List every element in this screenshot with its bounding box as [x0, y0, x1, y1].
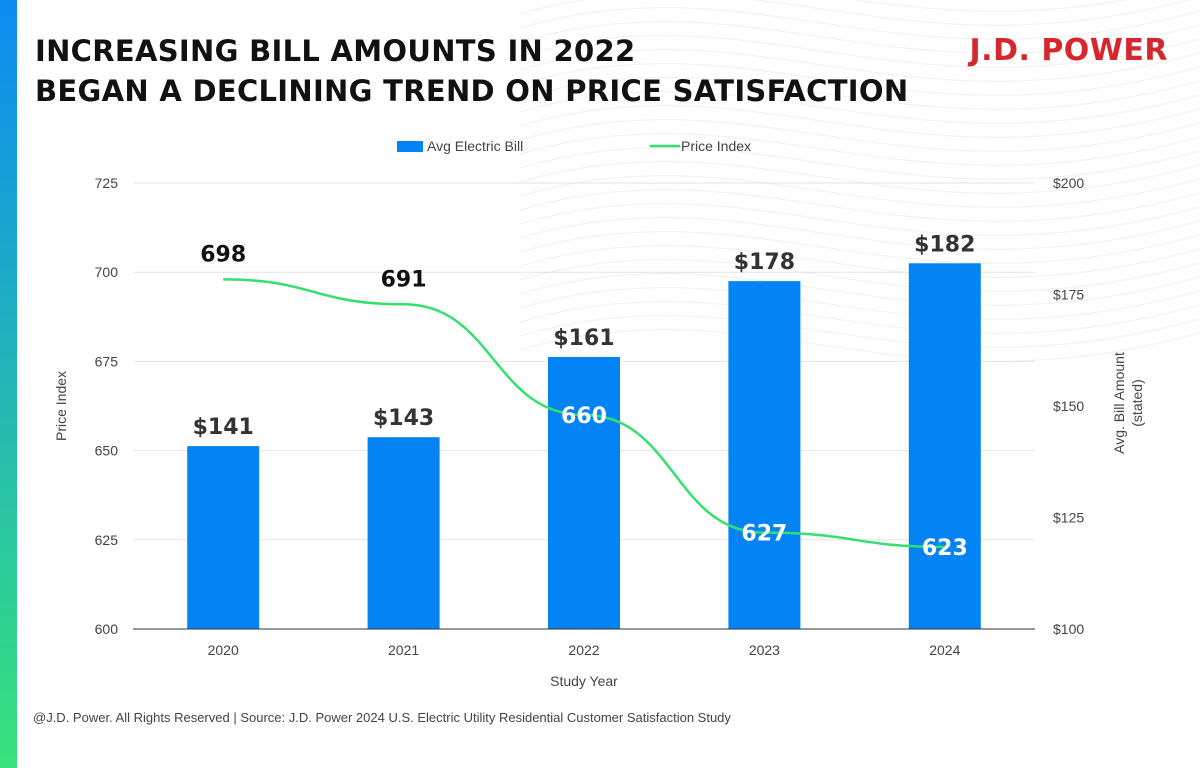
wave-line	[519, 301, 1200, 334]
left-tick-label: 625	[95, 532, 119, 548]
x-tick-label: 2024	[929, 642, 960, 658]
x-axis-title: Study Year	[550, 673, 618, 689]
accent-gradient-bar	[0, 0, 17, 768]
legend-label-price-index: Price Index	[681, 138, 751, 154]
data-labels: $141 $143 $161 $178 $182 698 691 660 627 623	[193, 232, 976, 561]
right-axis-title-line-2: (stated)	[1129, 379, 1145, 426]
line-series-price-index	[223, 278, 945, 549]
wave-line	[519, 287, 1200, 320]
wave-line	[519, 273, 1200, 306]
wave-line	[519, 0, 1190, 26]
line-value-label: 660	[561, 404, 607, 429]
bar	[367, 437, 440, 629]
wave-line	[520, 0, 1128, 12]
footer-source-note: @J.D. Power. All Rights Reserved | Sourc…	[33, 710, 731, 725]
wave-line	[519, 77, 1200, 110]
right-tick-label: $100	[1053, 621, 1084, 637]
bar	[728, 281, 801, 629]
line-value-label: 627	[741, 522, 787, 547]
wave-line	[519, 133, 1200, 166]
wave-line	[519, 91, 1200, 124]
axes: 600 625 650 675 700 725 $100 $125 $150 $175 $200 20…	[53, 175, 1145, 689]
x-tick-label: 2021	[388, 642, 419, 658]
x-tick-label: 2023	[749, 642, 780, 658]
wave-line	[519, 147, 1200, 180]
title-line-1: INCREASING BILL AMOUNTS IN 2022	[35, 34, 636, 68]
wave-line	[519, 203, 1200, 236]
left-tick-label: 675	[95, 353, 119, 369]
bar-value-label: $161	[553, 326, 614, 351]
left-axis-title: Price Index	[53, 371, 69, 441]
wave-line	[519, 259, 1200, 292]
right-axis-title: Avg. Bill Amount	[1111, 352, 1127, 454]
right-tick-label: $200	[1053, 175, 1084, 191]
wave-line	[519, 35, 1200, 68]
wave-line	[519, 329, 1200, 362]
jd-power-logo: J.D. POWER	[969, 33, 1168, 68]
bar	[548, 356, 620, 629]
line-value-label: 691	[381, 267, 427, 292]
legend-bar-swatch	[397, 141, 423, 152]
right-tick-label: $150	[1053, 398, 1084, 414]
bar-value-label: $143	[373, 406, 434, 431]
wave-line	[519, 7, 1200, 40]
bar	[908, 263, 981, 629]
x-tick-label: 2020	[208, 642, 239, 658]
line-value-label: 698	[200, 242, 246, 267]
chart-legend: Avg Electric Bill Price Index	[397, 138, 751, 154]
line-value-label: 623	[922, 536, 968, 561]
bar-value-label: $182	[914, 232, 975, 257]
price-index-line	[223, 278, 945, 549]
bar-value-label: $141	[193, 415, 254, 440]
wave-line	[519, 245, 1200, 278]
wave-line	[519, 231, 1200, 264]
left-tick-label: 725	[95, 175, 119, 191]
wave-line	[519, 315, 1200, 348]
legend-label-avg-electric-bill: Avg Electric Bill	[427, 138, 523, 154]
title-line-2: BEGAN A DECLINING TREND ON PRICE SATISFA…	[35, 74, 909, 108]
wave-line	[519, 189, 1200, 222]
wave-line	[519, 175, 1200, 208]
wave-line	[519, 21, 1200, 54]
left-tick-label: 600	[95, 621, 119, 637]
right-tick-label: $175	[1053, 287, 1084, 303]
bar	[187, 446, 260, 629]
wave-line	[519, 105, 1200, 138]
wave-line	[519, 119, 1200, 152]
right-tick-label: $125	[1053, 510, 1084, 526]
wave-line	[519, 49, 1200, 82]
wave-line	[519, 161, 1200, 194]
left-tick-label: 700	[95, 264, 119, 280]
bar-series-avg-electric-bill	[187, 263, 981, 629]
x-tick-label: 2022	[568, 642, 599, 658]
wave-line	[519, 63, 1200, 96]
bar-value-label: $178	[734, 250, 795, 275]
left-tick-label: 650	[95, 443, 119, 459]
wave-line	[519, 217, 1200, 250]
